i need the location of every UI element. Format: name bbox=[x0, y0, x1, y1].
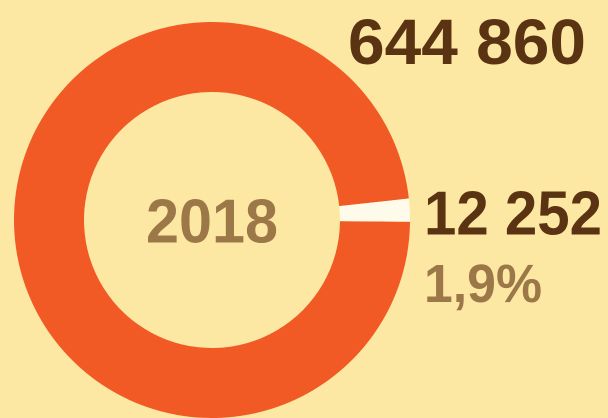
slices bbox=[13, 21, 410, 418]
annotation: 1,9% bbox=[424, 254, 542, 314]
value-label: 644 860 bbox=[348, 6, 586, 78]
value-label: 12 252 bbox=[424, 180, 602, 249]
center-label: 2018 bbox=[146, 188, 278, 257]
donut-slice bbox=[339, 198, 410, 222]
donut-slice bbox=[13, 21, 410, 418]
